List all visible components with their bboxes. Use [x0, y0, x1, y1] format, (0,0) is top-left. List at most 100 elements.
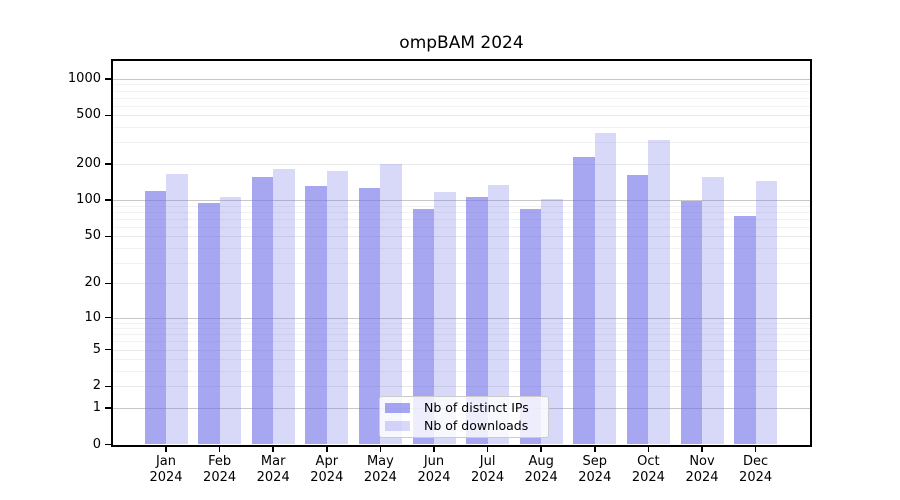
gridline-minor-900 — [113, 84, 810, 86]
bar-downloads-dec — [755, 181, 778, 445]
x-tick-label-sep: Sep 2024 — [578, 453, 612, 485]
bar-ips-mar — [251, 176, 274, 445]
bar-ips-dec — [734, 215, 756, 445]
x-tick-nov — [701, 446, 703, 452]
x-tick-aug — [540, 446, 542, 452]
legend-item-distinct-ips: Nb of distinct IPs — [385, 400, 542, 415]
bar-ips-jul — [466, 196, 488, 445]
x-tick-label-oct: Oct 2024 — [631, 453, 665, 485]
bar-ips-may — [358, 188, 381, 445]
bar-downloads-nov — [702, 177, 724, 445]
legend-label-downloads: Nb of downloads — [424, 418, 529, 433]
bar-downloads-aug — [541, 199, 563, 445]
bar-ips-feb — [198, 202, 220, 445]
gridline-minor-40 — [113, 247, 810, 249]
gridline-minor-800 — [113, 90, 810, 92]
gridline-minor-80 — [113, 211, 810, 213]
x-tick-apr — [326, 446, 328, 452]
y-tick-100 — [105, 199, 111, 201]
gridline-100 — [113, 200, 810, 202]
x-tick-feb — [218, 446, 221, 452]
gridline-2 — [113, 386, 810, 388]
y-tick-label-100: 100 — [76, 192, 101, 208]
bar-ips-apr — [305, 185, 327, 445]
y-tick-label-0: 0 — [92, 436, 101, 452]
x-tick-label-nov: Nov 2024 — [685, 453, 719, 485]
bar-downloads-sep — [594, 133, 617, 445]
chart-title: ompBAM 2024 — [399, 33, 524, 53]
x-tick-jan — [165, 446, 167, 452]
gridline-200 — [113, 163, 810, 165]
bar-ips-jun — [412, 208, 434, 445]
x-tick-label-jul: Jul 2024 — [471, 453, 505, 485]
gridline-minor-9 — [113, 322, 810, 324]
legend-swatch-downloads — [385, 420, 410, 431]
x-tick-jun — [433, 446, 435, 452]
y-tick-label-1: 1 — [92, 399, 101, 415]
y-tick-5 — [105, 348, 111, 351]
bar-downloads-may — [380, 163, 402, 445]
x-tick-label-aug: Aug 2024 — [524, 453, 558, 485]
gridline-minor-7 — [113, 334, 810, 336]
legend-item-downloads: Nb of downloads — [385, 418, 542, 433]
x-tick-label-jan: Jan 2024 — [149, 453, 183, 485]
gridline-minor-400 — [113, 127, 810, 129]
x-tick-label-dec: Dec 2024 — [739, 453, 773, 485]
gridline-500 — [113, 115, 810, 117]
bar-downloads-feb — [219, 196, 242, 445]
legend: Nb of distinct IPs Nb of downloads — [379, 395, 549, 438]
y-tick-0 — [105, 443, 111, 446]
x-tick-jul — [486, 446, 489, 452]
gridline-minor-90 — [113, 205, 810, 207]
bar-downloads-mar — [273, 169, 295, 445]
gridline-minor-300 — [113, 142, 810, 144]
gridline-5 — [113, 349, 810, 351]
bar-ips-oct — [626, 175, 649, 445]
y-axis: 0 1 2 5 10 20 50 100 200 500 1000 — [0, 59, 111, 452]
legend-label-ips: Nb of distinct IPs — [424, 400, 529, 415]
y-tick-500 — [105, 114, 111, 117]
gridline-minor-700 — [113, 97, 810, 99]
x-tick-label-apr: Apr 2024 — [310, 453, 344, 485]
y-tick-200 — [105, 162, 111, 165]
y-tick-label-50: 50 — [84, 228, 101, 244]
gridline-minor-6 — [113, 341, 810, 343]
bar-downloads-jun — [434, 192, 456, 445]
x-tick-label-mar: Mar 2024 — [256, 453, 290, 485]
x-tick-mar — [272, 446, 274, 452]
gridline-50 — [113, 236, 810, 238]
gridline-minor-60 — [113, 226, 810, 228]
x-tick-label-feb: Feb 2024 — [203, 453, 237, 485]
bar-ips-nov — [680, 201, 702, 445]
bars-layer — [113, 61, 810, 445]
gridline-minor-70 — [113, 218, 810, 220]
x-tick-dec — [754, 446, 757, 452]
x-tick-label-may: May 2024 — [363, 453, 397, 485]
y-tick-50 — [105, 235, 111, 238]
plot-area: Nb of distinct IPs Nb of downloads — [111, 58, 812, 447]
y-tick-label-2: 2 — [92, 378, 101, 394]
bar-ips-sep — [573, 156, 595, 445]
y-tick-label-10: 10 — [84, 309, 101, 325]
gridline-minor-600 — [113, 105, 810, 107]
x-axis: Jan 2024 Feb 2024 Mar 2024 Apr 2024 May 2024 Jun 20… — [113, 446, 810, 497]
y-tick-1000 — [105, 77, 111, 80]
gridline-10 — [113, 317, 810, 319]
bar-ips-aug — [519, 208, 542, 445]
y-tick-20 — [105, 282, 111, 285]
y-tick-2 — [105, 385, 111, 388]
bar-downloads-jan — [166, 173, 188, 445]
bar-downloads-jul — [487, 185, 510, 445]
x-tick-sep — [594, 446, 596, 452]
y-tick-label-200: 200 — [76, 155, 101, 171]
y-tick-label-1000: 1000 — [67, 70, 101, 86]
gridline-1000 — [113, 78, 810, 80]
x-tick-may — [379, 446, 382, 452]
gridline-minor-8 — [113, 328, 810, 330]
y-tick-label-500: 500 — [76, 107, 101, 123]
gridline-minor-30 — [113, 262, 810, 264]
gridline-20 — [113, 283, 810, 285]
y-tick-10 — [105, 316, 111, 319]
x-tick-label-jun: Jun 2024 — [417, 453, 451, 485]
